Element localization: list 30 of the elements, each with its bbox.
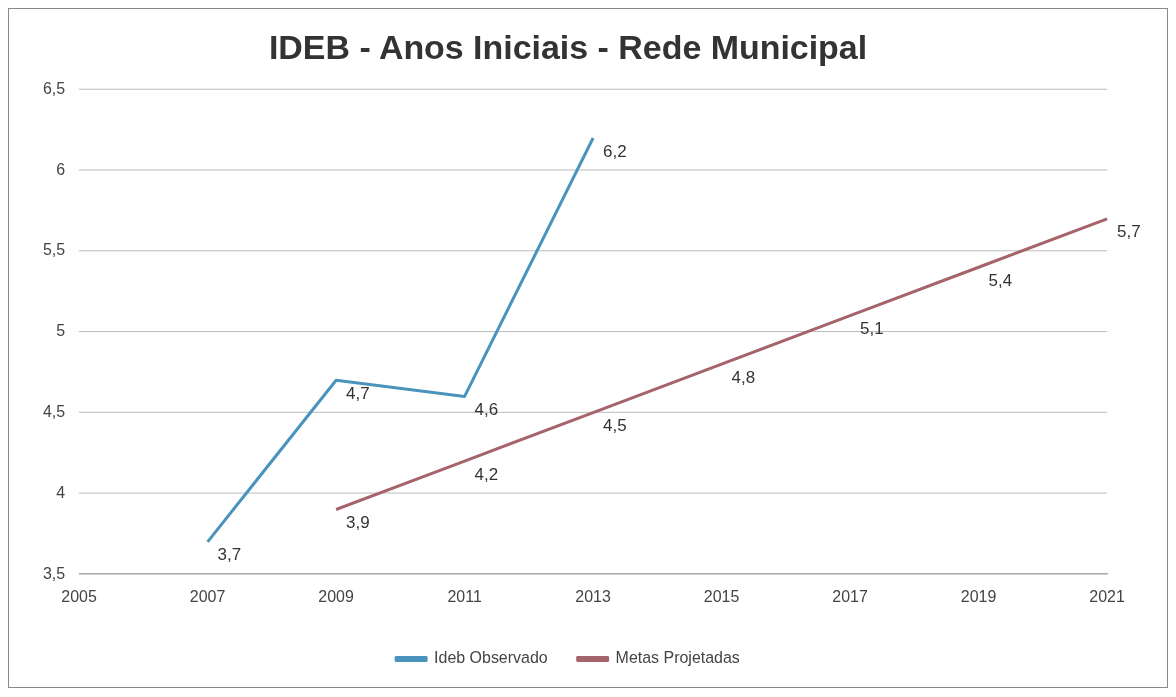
x-tick-label: 2019 [960,588,997,606]
data-label: 5,7 [1117,222,1141,242]
x-tick-label: 2011 [447,588,482,606]
data-label: 4,5 [603,416,627,436]
data-label: 4,6 [474,400,499,420]
chart-title: IDEB - Anos Iniciais - Rede Municipal [268,27,868,66]
data-label: 4,8 [731,367,756,387]
data-label: 4,2 [474,464,499,484]
x-tick-label: 2005 [61,588,97,606]
y-tick-label: 4,5 [42,403,66,420]
y-tick-label: 6,5 [42,79,66,97]
y-tick-label: 5 [56,322,66,340]
y-tick-label: 6 [56,160,66,178]
y-tick-label: 5,5 [42,241,66,259]
data-label: 5,1 [860,319,884,339]
x-tick-label: 2013 [575,588,611,606]
data-label: 6,2 [603,141,627,161]
data-label: 3,9 [346,513,370,533]
data-label: 4,7 [346,383,370,403]
data-label: 5,4 [988,270,1013,290]
data-label: 3,7 [217,545,242,565]
x-tick-label: 2021 [1089,588,1125,606]
x-tick-label: 2015 [703,588,740,606]
x-tick-label: 2007 [189,588,226,606]
y-tick-label: 4 [56,483,66,501]
x-tick-label: 2017 [832,588,868,606]
legend-label: Ideb Observado [434,649,548,667]
x-tick-label: 2009 [318,588,354,606]
y-tick-label: 3,5 [42,564,66,582]
legend-label: Metas Projetadas [615,649,740,667]
